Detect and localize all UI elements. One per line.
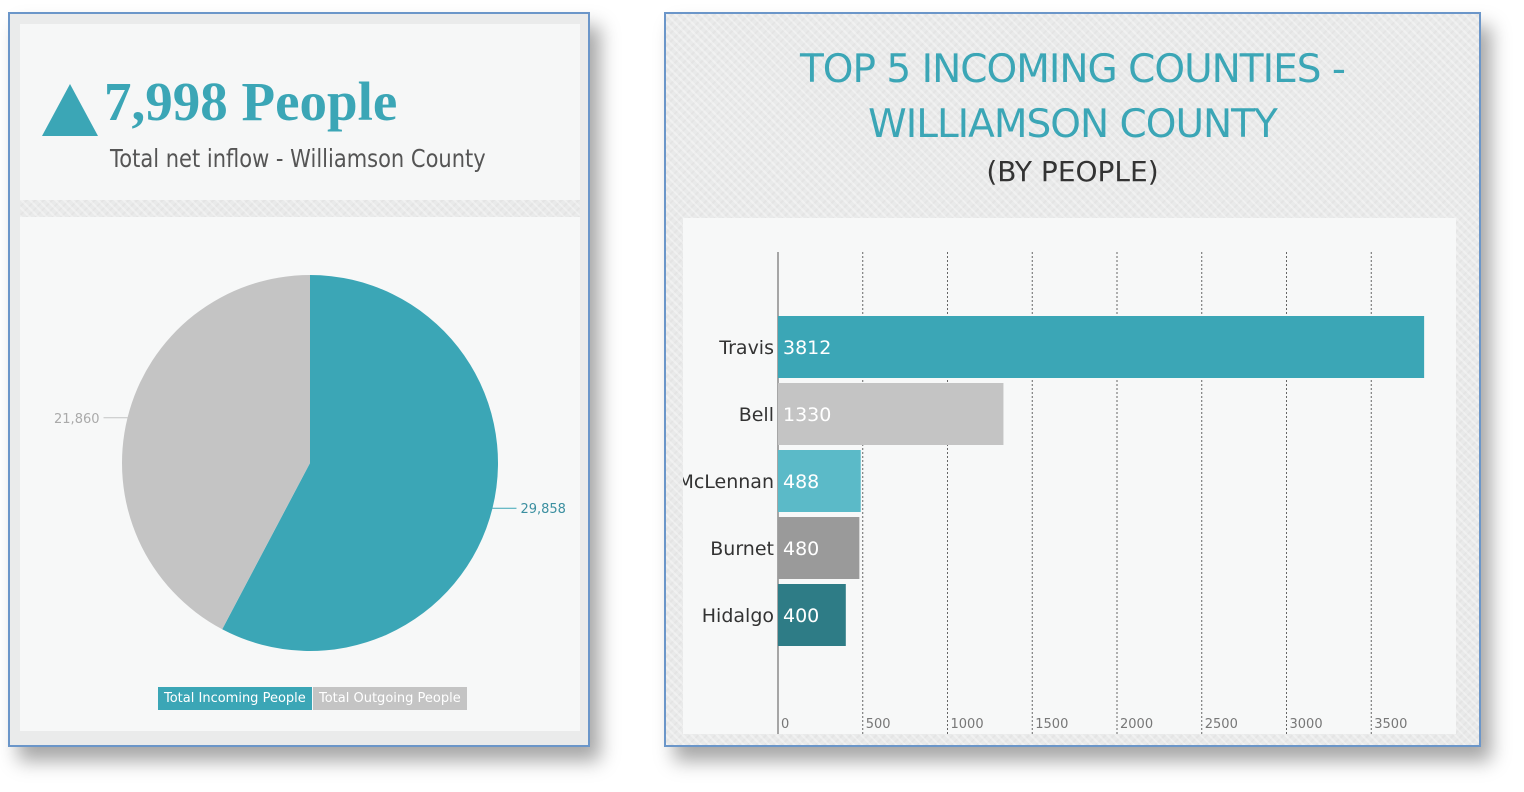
up-triangle-icon [42,84,98,136]
chart-subtitle: (BY PEOPLE) [986,155,1159,188]
bar-value-label: 3812 [783,337,831,359]
net-inflow-panel: 7,998 People Total net inflow - Williams… [8,12,590,747]
kpi-value: 7,998 People [104,71,398,132]
legend-outgoing[interactable]: Total Outgoing People [313,687,467,710]
bar-value-label: 400 [783,605,819,627]
pie-chart: 29,858 21,860 [54,275,566,652]
category-label: Burnet [710,538,774,560]
chart-title-line-1: TOP 5 INCOMING COUNTIES - [799,47,1346,92]
chart-title-block: TOP 5 INCOMING COUNTIES - WILLIAMSON COU… [666,42,1479,192]
bar-value-label: 1330 [783,404,831,426]
chart-title-line-2: WILLIAMSON COUNTY [868,102,1278,147]
x-tick-label: 3500 [1374,717,1407,732]
bar-chart-card: 0 500 1000 1500 2000 2500 3000 3500 Travis 3812 Be… [683,218,1456,734]
pie-value-label: 21,860 [54,412,100,427]
x-tick-label: 500 [866,717,891,732]
x-tick-label: 2500 [1205,717,1238,732]
legend-incoming[interactable]: Total Incoming People [158,687,312,710]
category-label: Hidalgo [702,605,774,627]
card-divider [20,200,580,217]
pie-chart-card: 29,858 21,860 Total Incoming People Total… [20,217,580,731]
kpi-label: Total net inflow - Williamson County [110,144,486,173]
pie-slice-outgoing[interactable] [122,275,311,630]
top-counties-panel: TOP 5 INCOMING COUNTIES - WILLIAMSON COU… [664,12,1481,747]
x-tick-label: 3000 [1290,717,1323,732]
category-label: McLennan [683,471,774,493]
bar-burnet[interactable] [778,517,860,579]
bar-hidalgo[interactable] [778,584,846,646]
bar-value-label: 488 [783,471,819,493]
x-tick-label: 0 [781,717,789,732]
bar-chart: 0 500 1000 1500 2000 2500 3000 3500 Travis 3812 Be… [683,252,1425,734]
category-label: Bell [739,404,774,426]
category-label: Travis [718,337,774,359]
bar-value-label: 480 [783,538,819,560]
bar-travis[interactable] [778,316,1425,378]
pie-slice-incoming[interactable] [222,275,499,652]
x-tick-label: 1500 [1035,717,1068,732]
x-tick-label: 2000 [1120,717,1153,732]
kpi-card: 7,998 People Total net inflow - Williams… [20,24,580,200]
pie-value-label: 29,858 [520,502,566,517]
x-tick-label: 1000 [951,717,984,732]
bar-mclennan[interactable] [778,450,861,512]
bar-bell[interactable] [778,383,1004,445]
